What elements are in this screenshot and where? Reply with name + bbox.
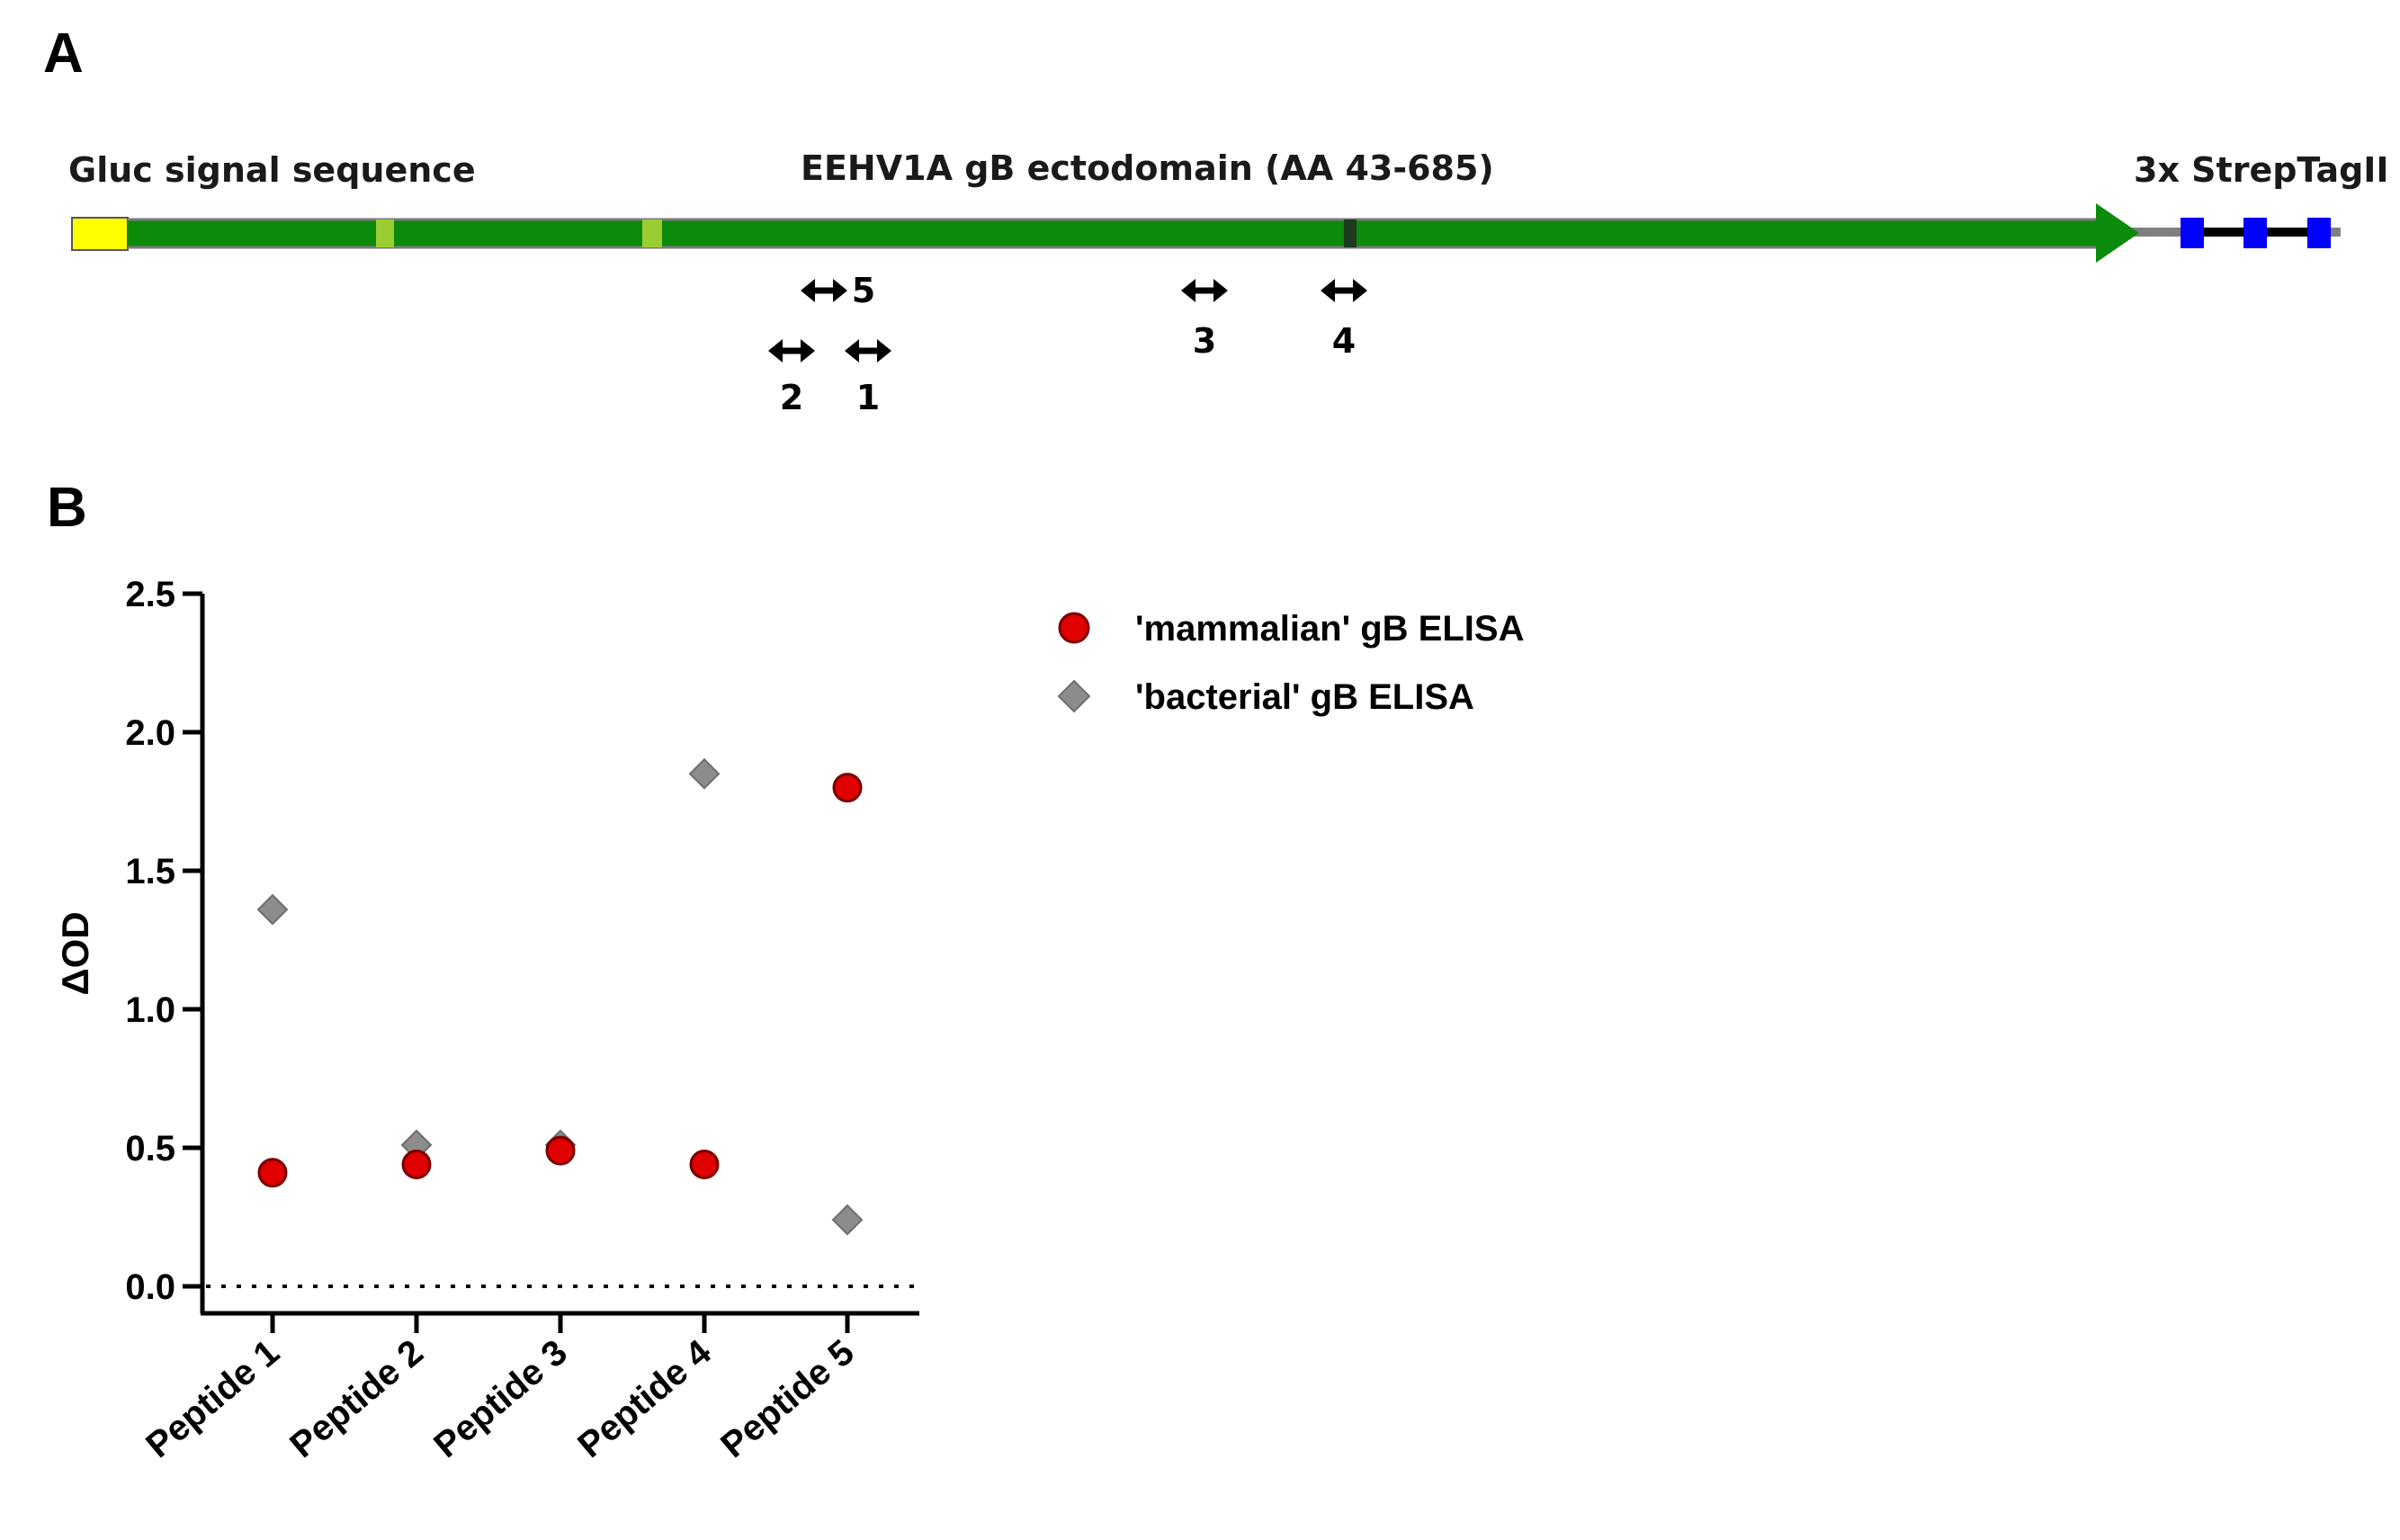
legend-label: 'mammalian' gB ELISA [1135,609,1524,649]
legend: 'mammalian' gB ELISA 'bacterial' gB ELISA [1057,609,1524,717]
glycosylation-marker [642,219,662,247]
peptide-4-number: 4 [1332,321,1356,361]
strep-tag-box [2181,218,2204,248]
strep-tag-box [2307,218,2331,248]
bacterial-point [831,1204,864,1236]
strep-tag-label: 3x StrepTagII [2134,150,2389,190]
strep-tag-box [2243,218,2267,248]
peptide-2-marker: 2 [768,339,815,417]
mammalian-point [401,1149,432,1179]
construct-diagram: Gluc signal sequence EEHV1A gB ectodomai… [68,148,2389,417]
mammalian-point [689,1149,720,1179]
arrow-left-head [1321,279,1335,302]
arrow-left-head [801,279,815,302]
peptide-5-marker: 5 [801,271,875,310]
mammalian-point [257,1158,288,1188]
peptide-1-number: 1 [856,378,880,417]
y-tick-label: 0.5 [125,1129,175,1168]
cleavage-site-marker [1344,219,1357,247]
signal-sequence-label: Gluc signal sequence [68,150,476,190]
y-tick-label: 0.0 [125,1267,175,1307]
mammalian-point [545,1135,576,1166]
x-tick-label: Peptide 5 [713,1332,862,1465]
bacterial-point [688,757,721,790]
peptide-5-number: 5 [852,271,875,310]
ectodomain-arrow [128,203,2139,263]
x-tick-label: Peptide 4 [570,1332,719,1465]
y-tick-label: 2.5 [125,575,175,614]
y-tick-label: 1.5 [125,852,175,891]
y-tick-label: 2.0 [125,713,175,753]
peptide-1-marker: 1 [845,339,891,417]
mammalian-point [832,773,863,803]
y-axis-title: ΔOD [54,911,96,995]
arrow-right-head [1353,279,1367,302]
arrow-left-head [845,339,859,363]
x-tick-label: Peptide 2 [282,1332,431,1465]
peptide-3-number: 3 [1193,321,1216,361]
legend-diamond-marker [1057,679,1091,713]
signal-sequence-box [71,217,129,251]
arrow-right-head [877,339,891,363]
panel-b-letter: B [47,477,87,539]
arrow-left-head [1181,279,1196,302]
arrow-left-head [768,339,783,363]
x-tick-label: Peptide 3 [426,1332,575,1465]
peptide-2-number: 2 [780,378,803,417]
legend-circle-marker [1058,612,1090,644]
arrow-right-head [833,279,847,302]
arrow-right-head [1213,279,1228,302]
bacterial-point [256,893,289,926]
panel-a-letter: A [43,22,84,85]
arrow-right-head [801,339,815,363]
peptide-4-marker: 4 [1321,279,1367,361]
peptide-3-marker: 3 [1181,279,1228,361]
glycosylation-marker [376,219,394,247]
legend-label: 'bacterial' gB ELISA [1135,677,1474,717]
y-tick-label: 1.0 [125,990,175,1030]
x-tick-label: Peptide 1 [139,1332,287,1465]
ectodomain-label: EEHV1A gB ectodomain (AA 43-685) [801,148,1494,188]
